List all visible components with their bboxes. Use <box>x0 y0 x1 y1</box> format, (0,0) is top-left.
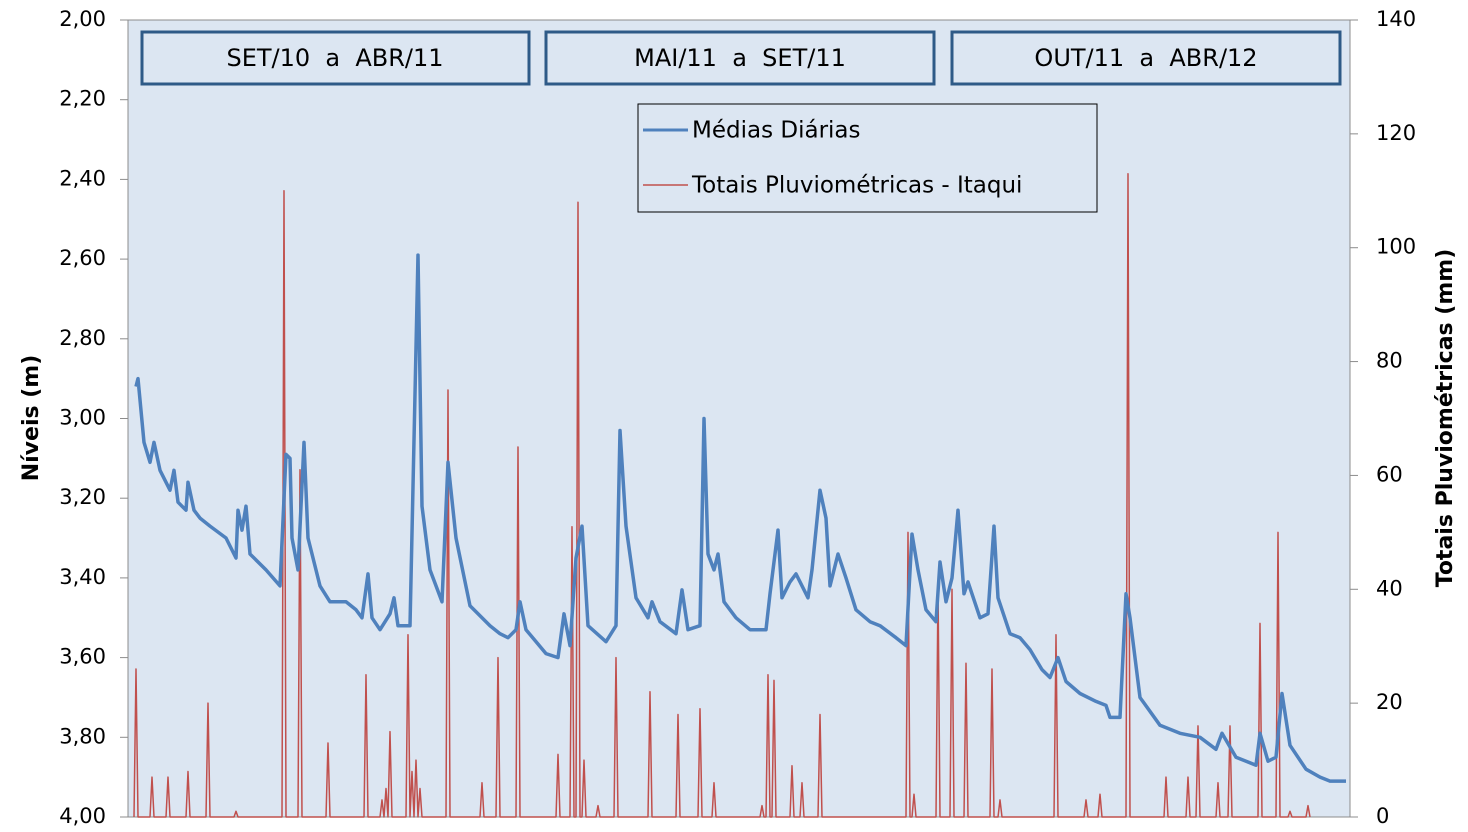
y-tick-label: 2,60 <box>59 246 106 270</box>
y2-axis-label: Totais Pluviométricas (mm) <box>1433 249 1458 588</box>
annotation-box <box>950 30 1342 86</box>
annotation: OUT/11 a ABR/12 <box>1034 44 1257 72</box>
y2-tick-label: 120 <box>1376 121 1416 145</box>
y-tick-label: 3,60 <box>59 645 106 669</box>
annotation: MAI/11 a SET/11 <box>634 44 846 72</box>
y-tick-label: 2,00 <box>59 7 106 31</box>
legend-label: Médias Diárias <box>692 118 861 144</box>
y-tick-label: 2,40 <box>59 166 106 190</box>
y2-tick-label: 60 <box>1376 462 1403 486</box>
annotation: SET/10 a ABR/11 <box>226 44 443 72</box>
y-tick-label: 3,80 <box>59 724 106 748</box>
annotation-box <box>140 30 531 86</box>
legend <box>637 103 1098 213</box>
y2-tick-label: 40 <box>1376 576 1403 600</box>
y2-tick-label: 80 <box>1376 349 1403 373</box>
y-tick-label: 3,00 <box>59 406 106 430</box>
series-line <box>134 253 1346 783</box>
y-tick-label: 3,20 <box>59 485 106 509</box>
marks <box>133 172 1346 818</box>
legend-label: Totais Pluviométricas - Itaqui <box>691 173 1022 199</box>
y-tick-label: 4,00 <box>59 804 106 828</box>
y2-tick-label: 100 <box>1376 235 1416 259</box>
y2-tick-label: 140 <box>1376 7 1416 31</box>
y2-tick-label: 20 <box>1376 690 1403 714</box>
y-tick-label: 2,20 <box>59 87 106 111</box>
series-line <box>133 172 1311 818</box>
y2-tick-label: 0 <box>1376 804 1389 828</box>
y-axis-label: Níveis (m) <box>19 355 44 482</box>
y-tick-label: 2,80 <box>59 326 106 350</box>
annotation-box <box>544 30 936 86</box>
y-tick-label: 3,40 <box>59 565 106 589</box>
